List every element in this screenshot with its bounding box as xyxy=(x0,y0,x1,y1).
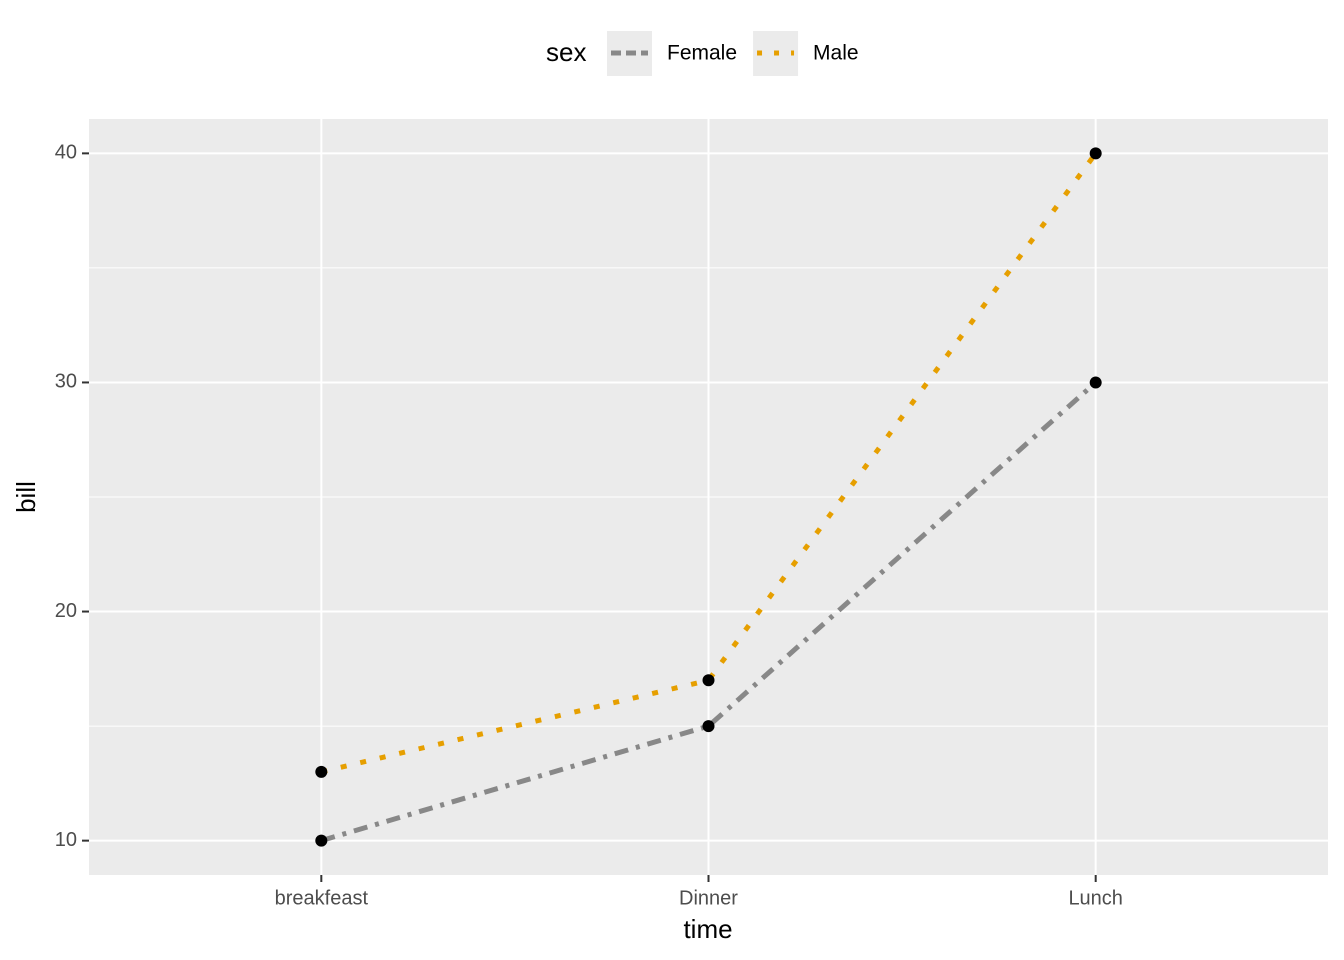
y-tick-label: 10 xyxy=(55,829,77,851)
y-tick-label: 30 xyxy=(55,371,77,393)
x-tick-label: Lunch xyxy=(1068,887,1123,909)
y-tick-label: 20 xyxy=(55,600,77,622)
y-tick-label: 40 xyxy=(55,142,77,164)
point xyxy=(315,834,328,847)
point xyxy=(702,720,715,733)
point xyxy=(315,765,328,778)
legend-label: Female xyxy=(667,42,737,65)
x-tick-label: Dinner xyxy=(679,887,738,909)
y-axis-title: bill xyxy=(11,481,41,513)
series-line xyxy=(320,380,1098,844)
x-tick-label: breakfeast xyxy=(275,887,369,909)
x-axis-title: time xyxy=(683,914,732,944)
legend-label: Male xyxy=(813,42,859,65)
point xyxy=(1089,147,1102,160)
legend-title: sex xyxy=(546,37,586,67)
point xyxy=(702,674,715,687)
point xyxy=(1089,376,1102,389)
